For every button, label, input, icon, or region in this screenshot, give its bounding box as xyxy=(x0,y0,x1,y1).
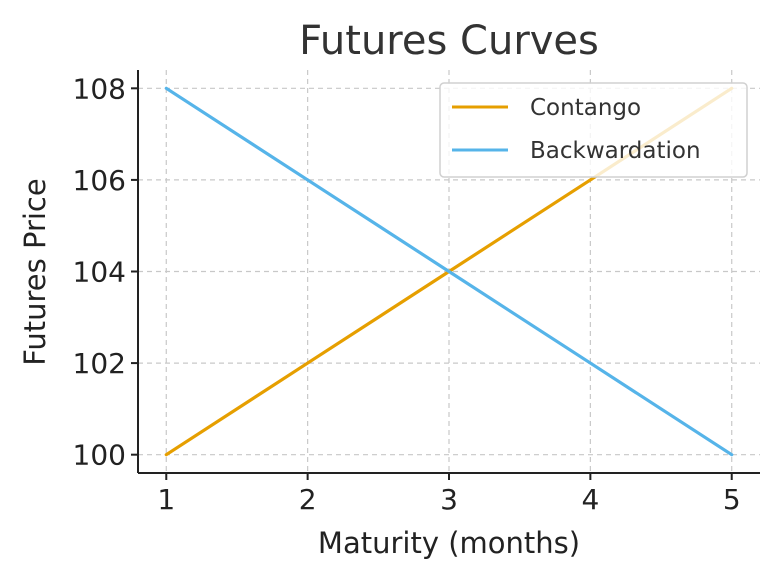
y-tick-label: 100 xyxy=(73,439,126,472)
x-tick-label: 3 xyxy=(440,483,458,516)
chart-title: Futures Curves xyxy=(299,18,599,64)
x-tick-label: 4 xyxy=(581,483,599,516)
x-tick-label: 2 xyxy=(299,483,317,516)
x-axis-label: Maturity (months) xyxy=(318,526,580,560)
legend-label-contango: Contango xyxy=(530,95,641,121)
y-tick-label: 106 xyxy=(73,164,126,197)
legend: Contango Backwardation xyxy=(439,82,748,178)
x-tick-label: 5 xyxy=(723,483,741,516)
series-line-backwardation xyxy=(164,86,734,457)
x-tick-label: 1 xyxy=(157,483,175,516)
y-tick-label: 108 xyxy=(73,72,126,105)
ticks: 1 2 3 4 5 100 102 104 106 108 xyxy=(73,72,741,516)
y-tick-label: 104 xyxy=(73,256,126,289)
legend-label-backwardation: Backwardation xyxy=(530,138,701,164)
y-tick-label: 102 xyxy=(73,347,126,380)
y-axis-label: Futures Price xyxy=(18,178,52,365)
legend-frame xyxy=(439,82,748,178)
